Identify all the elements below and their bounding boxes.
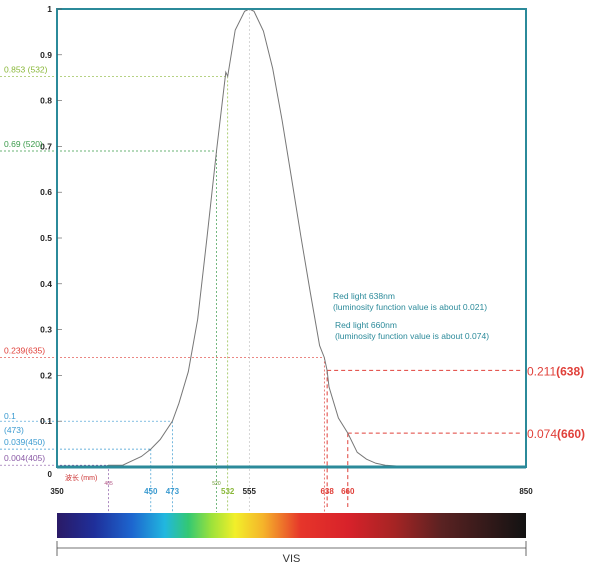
x-tick-label: 450 xyxy=(144,487,158,496)
y-tick-label: 0.1 xyxy=(40,416,52,426)
y-tick-label: 0.5 xyxy=(40,233,52,243)
right-marker-value: 0.211 xyxy=(527,364,556,378)
right-marker-wl: (660) xyxy=(557,427,585,441)
y-tick-label: 0.9 xyxy=(40,50,52,60)
x-tick-label: 350 xyxy=(50,487,64,496)
plot-border xyxy=(56,8,527,468)
y-tick-label: 0.8 xyxy=(40,96,52,106)
x-tick-label: 638 xyxy=(320,487,334,496)
y-tick-label: 0.7 xyxy=(40,141,52,151)
curve-layer xyxy=(66,8,508,468)
y-marker-label: 0.039(450) xyxy=(4,437,45,447)
annotation-line: Red light 638nm xyxy=(333,291,395,301)
y-tick-label: 0.3 xyxy=(40,325,52,335)
spectrum-bar: VIS xyxy=(56,513,527,565)
luminosity-curve xyxy=(66,8,508,468)
y-tick-label: 0.2 xyxy=(40,370,52,380)
plot-frame xyxy=(56,8,527,469)
right-marker-label: 0.074(660) xyxy=(527,427,585,441)
y-marker-label: 0.853 (532) xyxy=(4,64,48,74)
wavelength-label: 波长 (mm) xyxy=(65,473,97,482)
annotation-line: Red light 660nm xyxy=(335,320,397,330)
right-marker-wl: (638) xyxy=(556,364,584,378)
right-marker-value: 0.074 xyxy=(527,427,557,441)
x-tick-label: 850 xyxy=(519,487,533,496)
x-minor-label: 520 xyxy=(212,481,221,487)
right-marker-label: 0.211(638) xyxy=(527,364,584,378)
y-axis-ticks: 1 0.9 0.8 0.7 0.6 0.5 0.4 0.3 0.2 0.1 0 xyxy=(40,4,62,479)
vis-label: VIS xyxy=(283,553,301,565)
x-tick-label: 555 xyxy=(243,487,257,496)
x-tick-label: 473 xyxy=(166,487,180,496)
y-marker-label: 0.239(635) xyxy=(4,346,45,356)
y-tick-label: 0 xyxy=(48,470,53,479)
guide-lines xyxy=(0,9,522,512)
annotation-line: (luminosity function value is about 0.02… xyxy=(333,302,487,312)
y-tick-label: 0.4 xyxy=(40,279,52,289)
spectrum-band xyxy=(57,513,526,538)
marker-labels: 0.004(405)0.039(450)0.1(473)0.69 (520)0.… xyxy=(4,64,585,463)
annotations: Red light 638nm(luminosity function valu… xyxy=(333,291,489,341)
y-marker-label: 0.004(405) xyxy=(4,453,45,463)
x-tick-label: 532 xyxy=(221,487,235,496)
x-minor-label: 405 xyxy=(104,481,113,487)
y-marker-label-2: (473) xyxy=(4,425,24,435)
y-tick-label: 0.6 xyxy=(40,187,52,197)
annotation-line: (luminosity function value is about 0.07… xyxy=(335,331,489,341)
y-tick-label: 1 xyxy=(47,4,52,14)
x-tick-label: 660 xyxy=(341,487,355,496)
y-marker-label: 0.1 xyxy=(4,411,16,421)
y-marker-label: 0.69 (520) xyxy=(4,139,43,149)
x-axis-ticks: 350 450 473 532 555 638 660 850 405 520 波长 (mm) xyxy=(50,473,533,496)
